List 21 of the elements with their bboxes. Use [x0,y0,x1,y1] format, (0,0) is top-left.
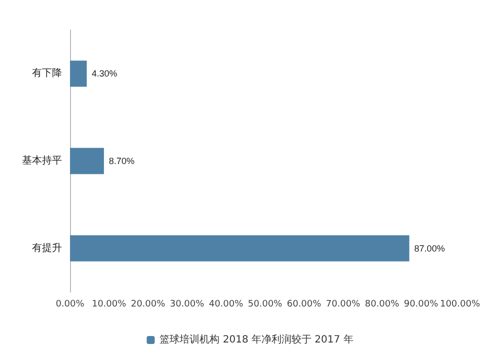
x-tick-label: 100.00% [440,300,480,310]
y-tick-label: 有提升 [32,242,62,254]
y-tick-label: 有下降 [32,67,62,80]
bar [70,235,410,262]
x-tick-label: 90.00% [404,300,439,310]
data-label: 8.70% [108,156,134,166]
x-tick-label: 30.00% [170,300,205,310]
x-tick-label: 0.00% [56,300,85,310]
x-tick-label: 40.00% [208,300,244,310]
bar [70,60,87,87]
data-label: 87.00% [414,243,445,254]
x-tick-label: 60.00% [286,300,322,310]
x-tick-label: 80.00% [364,300,400,310]
x-tick-label: 20.00% [130,300,166,310]
data-label: 4.30% [92,68,118,79]
y-tick-label: 基本持平 [22,154,62,166]
x-tick-label: 50.00% [248,300,283,310]
legend-label: 篮球培训机构 2018 年净利润较于 2017 年 [160,334,354,346]
x-tick-label: 70.00% [326,300,361,310]
x-tick-label: 10.00% [92,300,127,310]
bar [70,148,104,174]
